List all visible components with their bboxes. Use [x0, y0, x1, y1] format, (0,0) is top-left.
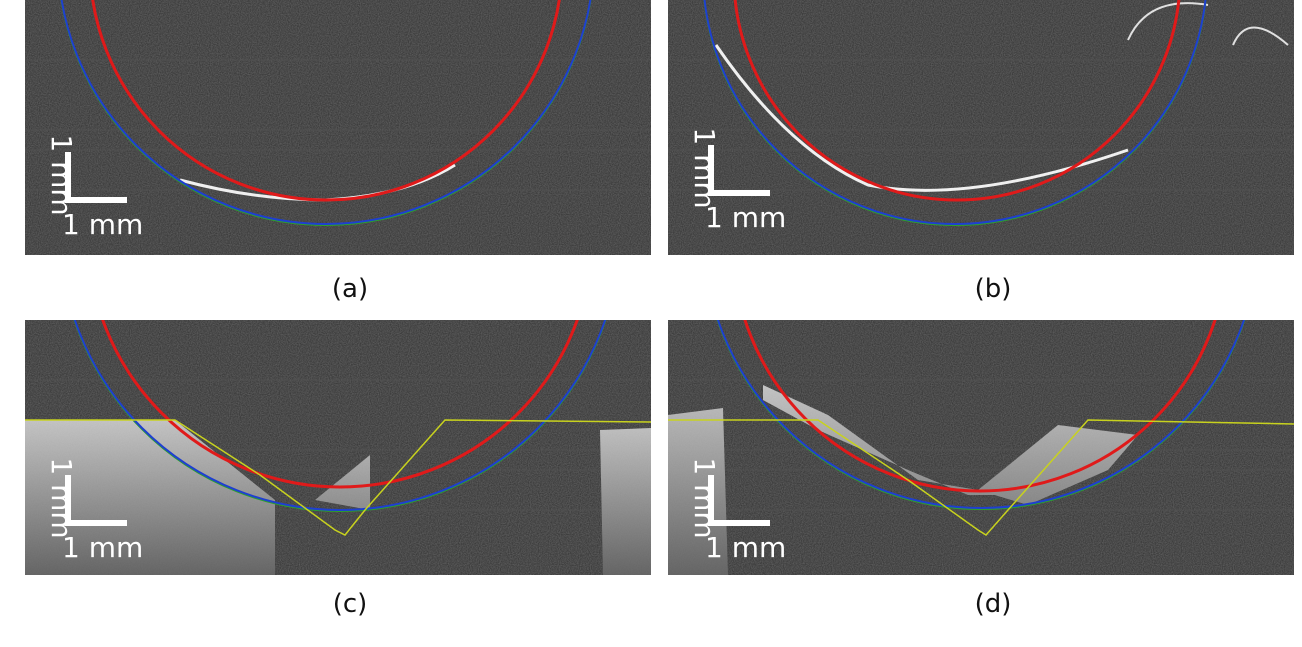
panel-image [25, 320, 651, 575]
scale-label-x: 1 mm [705, 201, 786, 234]
scale-label-y: 1 mm [688, 127, 721, 208]
caption: (a) [332, 274, 368, 304]
panel-image [25, 0, 651, 255]
speckle [25, 0, 651, 255]
blue-circle [73, 320, 607, 511]
scale-label-y: 1 mm [45, 134, 78, 215]
surface-trace [714, 44, 1129, 192]
scale-bar [708, 475, 770, 526]
scale-label-y: 1 mm [45, 457, 78, 538]
yellow-trace [668, 419, 1294, 536]
scale-label-x: 1 mm [62, 208, 143, 241]
panel-image [668, 320, 1294, 575]
tissue [25, 420, 651, 575]
red-circle [733, 0, 1181, 202]
scale-label-y: 1 mm [688, 457, 721, 538]
panel: 1 mm1 mm [668, 0, 1294, 255]
red-circle [743, 320, 1217, 493]
speckle [668, 0, 1294, 255]
red-circle [101, 320, 579, 489]
blue-circle [716, 320, 1246, 509]
panel-image [668, 0, 1294, 255]
panel: 1 mm1 mm [668, 320, 1294, 575]
scale-label-x: 1 mm [62, 531, 143, 564]
scale-bar [65, 152, 127, 203]
yellow-trace [25, 419, 651, 536]
panel: 1 mm1 mm [25, 0, 651, 255]
scale-label-x: 1 mm [705, 531, 786, 564]
blue-circle [703, 0, 1207, 225]
blue-circle [60, 0, 592, 225]
tissue [668, 385, 1138, 575]
surface-trace [1127, 2, 1289, 46]
caption: (c) [333, 589, 368, 619]
scale-bar [708, 145, 770, 196]
scale-bar [65, 475, 127, 526]
caption: (b) [975, 274, 1012, 304]
caption: (d) [975, 589, 1012, 619]
red-circle [91, 0, 561, 202]
panel: 1 mm1 mm [25, 320, 651, 575]
